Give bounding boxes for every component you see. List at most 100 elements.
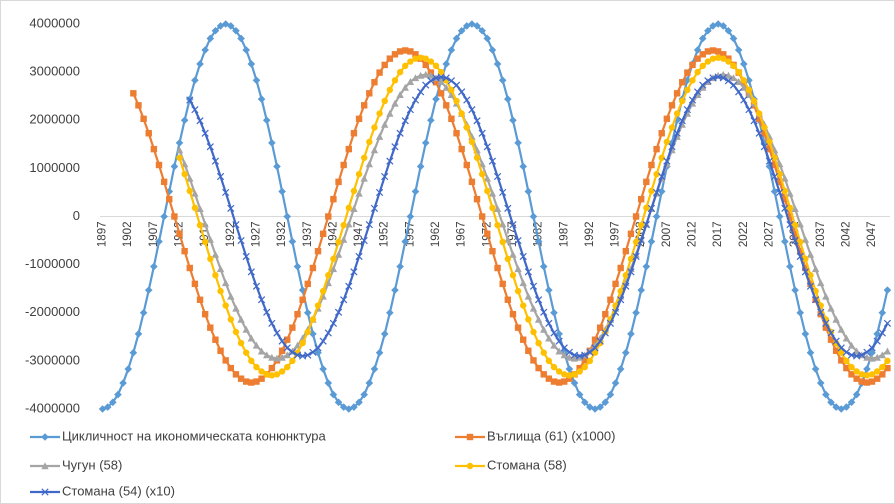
marker <box>289 357 296 365</box>
marker <box>406 212 415 221</box>
marker <box>473 22 481 30</box>
marker <box>791 286 799 294</box>
marker <box>796 252 804 261</box>
marker <box>494 221 501 229</box>
marker <box>453 130 460 137</box>
marker <box>196 60 204 68</box>
marker <box>41 433 49 441</box>
x-tick-label: 1902 <box>122 222 134 248</box>
marker <box>483 34 492 43</box>
marker <box>550 308 558 317</box>
marker <box>591 344 599 352</box>
marker <box>755 129 763 137</box>
marker <box>606 319 615 327</box>
marker <box>858 378 865 385</box>
marker <box>832 403 840 411</box>
marker <box>884 364 891 372</box>
marker <box>688 96 697 104</box>
marker <box>852 390 861 399</box>
marker <box>514 265 522 273</box>
marker <box>766 138 773 146</box>
marker <box>330 195 337 203</box>
marker <box>709 55 717 62</box>
marker <box>729 74 738 82</box>
marker <box>376 110 383 117</box>
marker <box>879 371 886 378</box>
marker <box>565 365 574 373</box>
marker <box>473 117 481 125</box>
marker <box>596 337 604 345</box>
marker <box>730 62 737 70</box>
marker <box>463 124 470 131</box>
marker <box>801 330 810 338</box>
marker <box>186 174 194 182</box>
marker <box>494 264 501 272</box>
marker <box>150 262 158 271</box>
marker <box>175 146 184 154</box>
marker <box>611 379 620 387</box>
marker <box>720 51 727 58</box>
marker <box>325 213 332 220</box>
marker <box>488 157 497 165</box>
marker <box>207 255 214 263</box>
marker <box>391 77 399 84</box>
marker <box>340 296 348 304</box>
marker <box>848 371 855 378</box>
marker <box>540 308 548 316</box>
marker <box>632 213 640 220</box>
marker <box>237 339 245 347</box>
marker <box>602 310 609 318</box>
marker <box>422 61 429 69</box>
marker <box>273 329 281 337</box>
legend-label: Въглища (61) (x1000) <box>487 428 615 443</box>
marker <box>340 161 347 169</box>
marker <box>683 106 691 114</box>
marker <box>566 372 573 379</box>
marker <box>334 250 343 258</box>
x-tick-label: 2027 <box>763 222 775 248</box>
marker <box>227 292 235 300</box>
marker <box>555 379 563 386</box>
legend-item: Стомана (58) <box>455 457 567 472</box>
marker <box>704 77 712 85</box>
marker <box>868 344 876 352</box>
marker <box>560 351 568 359</box>
marker <box>396 91 404 98</box>
marker <box>740 96 748 104</box>
y-tick-label: -4000000 <box>25 400 80 415</box>
marker <box>268 353 276 361</box>
marker <box>376 69 383 76</box>
marker <box>811 296 820 304</box>
marker <box>704 26 712 35</box>
marker <box>525 316 532 323</box>
marker <box>227 364 235 372</box>
marker <box>319 230 327 238</box>
x-tick-label: 1997 <box>610 222 622 248</box>
marker <box>412 51 419 58</box>
marker <box>262 116 271 125</box>
marker <box>375 348 384 357</box>
marker <box>330 255 337 263</box>
marker <box>509 116 517 125</box>
marker <box>827 329 835 337</box>
marker <box>734 78 743 85</box>
marker <box>643 178 650 186</box>
marker <box>340 221 347 229</box>
marker <box>693 46 702 54</box>
y-tick-label: 1000000 <box>29 160 80 175</box>
marker <box>109 398 117 407</box>
marker <box>160 212 168 221</box>
marker <box>268 372 276 379</box>
marker <box>699 51 706 58</box>
marker <box>878 329 886 337</box>
marker <box>468 138 476 146</box>
marker <box>155 237 163 246</box>
marker <box>606 390 615 399</box>
marker <box>386 55 394 62</box>
marker <box>576 368 583 375</box>
marker <box>806 348 815 357</box>
marker <box>498 220 507 228</box>
marker <box>365 221 373 229</box>
marker <box>176 230 183 238</box>
